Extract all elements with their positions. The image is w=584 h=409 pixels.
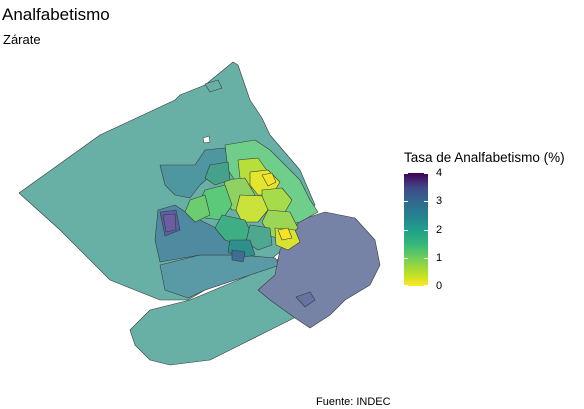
- legend-tick-mark: [424, 173, 428, 174]
- legend-tick-mark: [424, 230, 428, 231]
- page-subtitle: Zárate: [3, 32, 41, 47]
- district-islet-2: [204, 79, 223, 93]
- legend-tick-label: 0: [436, 280, 443, 292]
- district-core-17: [277, 227, 293, 241]
- legend-tick-label: 3: [436, 195, 443, 207]
- legend-tick-mark: [404, 230, 408, 231]
- district-east-island: [295, 291, 316, 308]
- legend-tick-label: 2: [436, 224, 443, 236]
- source-caption: Fuente: INDEC: [316, 396, 391, 408]
- legend-colorbar: [404, 173, 428, 286]
- legend-tick-mark: [404, 258, 408, 259]
- legend-tick-mark: [424, 285, 428, 286]
- legend-tick-label: 1: [436, 252, 443, 264]
- district-core-12: [231, 249, 246, 263]
- legend-tick-mark: [424, 201, 428, 202]
- page-title: Analfabetismo: [2, 5, 110, 24]
- legend-tick-mark: [424, 258, 428, 259]
- district-core-13: [184, 194, 211, 223]
- legend-tick-label: 4: [436, 167, 443, 179]
- district-core-10: [245, 224, 273, 251]
- district-core-14: [162, 213, 177, 233]
- legend-tick-mark: [404, 285, 408, 286]
- legend-tick-mark: [404, 173, 408, 174]
- legend-tick-mark: [404, 201, 408, 202]
- district-core-16: [261, 172, 277, 187]
- district-islet-1: [202, 135, 211, 144]
- district-core-5: [235, 194, 269, 223]
- district-core-15: [204, 161, 231, 186]
- legend-title: Tasa de Analfabetismo (%): [404, 150, 565, 165]
- district-south: [129, 257, 301, 366]
